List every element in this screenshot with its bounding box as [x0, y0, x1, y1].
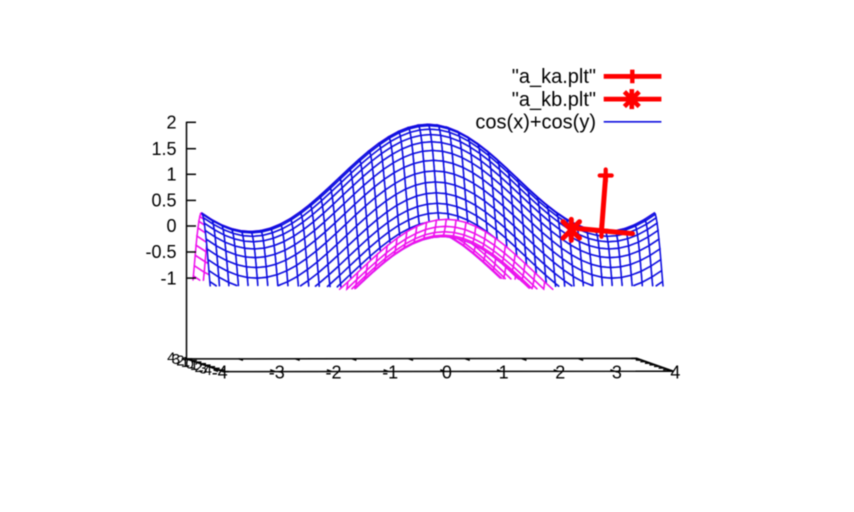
svg-text:-4: -4 — [199, 362, 212, 379]
svg-text:-1: -1 — [382, 362, 398, 382]
svg-text:4: 4 — [670, 362, 680, 382]
svg-text:1: 1 — [181, 354, 189, 371]
svg-text:1: 1 — [166, 165, 176, 185]
svg-text:-1: -1 — [185, 357, 198, 374]
svg-text:2: 2 — [176, 353, 184, 370]
svg-text:cos(x)+cos(y): cos(x)+cos(y) — [475, 112, 596, 134]
svg-text:-3: -3 — [269, 362, 285, 382]
svg-text:-0.5: -0.5 — [145, 242, 176, 262]
svg-text:0: 0 — [166, 216, 176, 236]
svg-text:3: 3 — [612, 362, 622, 382]
svg-text:4: 4 — [167, 349, 175, 366]
svg-text:0: 0 — [442, 362, 452, 382]
svg-text:"a_ka.plt": "a_ka.plt" — [512, 66, 596, 88]
svg-text:-2: -2 — [325, 362, 341, 382]
svg-text:0.5: 0.5 — [151, 191, 176, 211]
svg-text:-4: -4 — [212, 362, 228, 382]
svg-text:-1: -1 — [160, 268, 176, 288]
svg-text:-3: -3 — [194, 360, 207, 377]
svg-text:1.5: 1.5 — [151, 139, 176, 159]
svg-text:2: 2 — [166, 113, 176, 133]
svg-text:1: 1 — [499, 362, 509, 382]
svg-text:"a_kb.plt": "a_kb.plt" — [512, 89, 596, 111]
svg-text:0: 0 — [185, 356, 193, 373]
svg-text:3: 3 — [172, 351, 180, 368]
svg-text:2: 2 — [555, 362, 565, 382]
svg-text:-2: -2 — [190, 359, 203, 376]
